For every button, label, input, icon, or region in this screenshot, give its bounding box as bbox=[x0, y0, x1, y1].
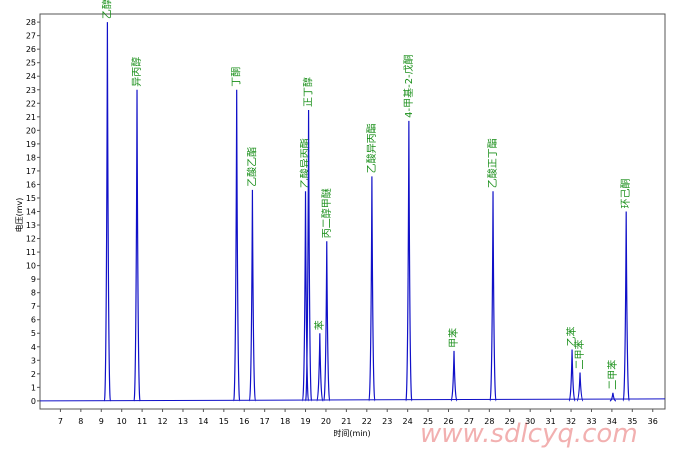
y-tick-label: 18 bbox=[26, 153, 36, 162]
peak-label: 异丙醇 bbox=[130, 57, 143, 87]
y-tick-label: 4 bbox=[31, 343, 36, 352]
x-tick-label: 18 bbox=[280, 417, 290, 426]
x-tick-label: 36 bbox=[648, 417, 658, 426]
y-tick-label: 9 bbox=[31, 275, 36, 284]
peak bbox=[323, 241, 331, 402]
peak-label: 正丁醇 bbox=[302, 77, 315, 107]
x-tick-label: 8 bbox=[78, 417, 83, 426]
y-tick-label: 27 bbox=[26, 32, 36, 41]
y-tick-label: 28 bbox=[26, 18, 36, 27]
y-tick-label: 8 bbox=[31, 289, 36, 298]
y-tick-label: 19 bbox=[26, 140, 36, 149]
y-tick-label: 7 bbox=[31, 302, 36, 311]
y-tick-label: 17 bbox=[26, 167, 36, 176]
x-tick-label: 32 bbox=[566, 417, 576, 426]
x-tick-label: 28 bbox=[484, 417, 494, 426]
x-tick-label: 35 bbox=[627, 417, 637, 426]
x-tick-label: 23 bbox=[382, 417, 392, 426]
x-tick-label: 10 bbox=[117, 417, 127, 426]
peak bbox=[568, 349, 576, 402]
x-tick-label: 11 bbox=[137, 417, 147, 426]
y-tick-label: 2 bbox=[31, 370, 36, 379]
x-tick-label: 29 bbox=[505, 417, 515, 426]
peak bbox=[405, 120, 413, 402]
x-tick-label: 33 bbox=[586, 417, 596, 426]
peak-label: 乙酸异丙酯 bbox=[365, 123, 378, 173]
peak bbox=[304, 110, 313, 402]
x-tick-label: 15 bbox=[219, 417, 229, 426]
peak-label: 乙酸乙酯 bbox=[245, 147, 258, 187]
peak bbox=[133, 89, 141, 402]
y-tick-label: 1 bbox=[31, 383, 36, 392]
x-axis-label: 时间(min) bbox=[333, 428, 370, 438]
x-tick-label: 30 bbox=[525, 417, 535, 426]
x-tick-label: 26 bbox=[443, 417, 453, 426]
peak-label: 乙醇 bbox=[100, 0, 113, 19]
y-tick-label: 5 bbox=[31, 329, 36, 338]
x-tick-label: 7 bbox=[58, 417, 63, 426]
x-tick-label: 24 bbox=[403, 417, 413, 426]
peak bbox=[368, 176, 376, 402]
peak-label: 二甲苯 bbox=[573, 339, 586, 369]
peak bbox=[450, 350, 458, 402]
peak bbox=[489, 191, 497, 402]
peak bbox=[248, 189, 257, 402]
y-tick-label: 13 bbox=[26, 221, 36, 230]
x-tick-label: 16 bbox=[239, 417, 249, 426]
y-tick-label: 10 bbox=[26, 262, 36, 271]
x-tick-label: 20 bbox=[321, 417, 331, 426]
y-tick-label: 20 bbox=[26, 126, 36, 135]
peak-label: 丁酮 bbox=[231, 67, 243, 87]
peak bbox=[622, 211, 630, 402]
y-tick-label: 6 bbox=[31, 316, 36, 325]
peak-label: 丙二醇甲醚 bbox=[320, 188, 333, 238]
x-tick-label: 14 bbox=[198, 417, 208, 426]
baseline bbox=[39, 398, 666, 402]
y-tick-label: 21 bbox=[26, 113, 36, 122]
peak-label: 环己酮 bbox=[620, 179, 632, 209]
peak-label: 4-甲基-2-戊酮 bbox=[402, 54, 415, 118]
peak-label: 甲苯 bbox=[447, 328, 460, 348]
x-tick-label: 31 bbox=[546, 417, 556, 426]
watermark: www.sdlcyq.com bbox=[420, 419, 638, 449]
y-tick-label: 15 bbox=[26, 194, 36, 203]
y-tick-label: 16 bbox=[26, 180, 36, 189]
x-tick-label: 21 bbox=[341, 417, 351, 426]
peak-label: 乙酸异丙酯 bbox=[299, 138, 312, 188]
y-tick-label: 24 bbox=[26, 72, 36, 81]
y-tick-label: 12 bbox=[26, 235, 36, 244]
y-tick-label: 14 bbox=[26, 208, 36, 217]
y-tick-label: 26 bbox=[26, 45, 36, 54]
peak bbox=[609, 392, 617, 402]
y-tick-label: 0 bbox=[31, 397, 36, 406]
peak bbox=[103, 22, 111, 402]
x-tick-label: 22 bbox=[362, 417, 372, 426]
y-tick-label: 25 bbox=[26, 59, 36, 68]
y-tick-label: 11 bbox=[26, 248, 36, 257]
x-tick-label: 13 bbox=[178, 417, 188, 426]
peak-label: 乙苯 bbox=[565, 326, 578, 346]
peak bbox=[576, 372, 584, 402]
x-tick-label: 27 bbox=[464, 417, 474, 426]
x-tick-label: 25 bbox=[423, 417, 433, 426]
peak-label: 苯 bbox=[313, 320, 326, 330]
peak bbox=[233, 89, 241, 402]
peak bbox=[301, 191, 310, 402]
peak bbox=[316, 333, 324, 402]
x-tick-label: 12 bbox=[157, 417, 167, 426]
peak-label: 乙酸正丁酯 bbox=[486, 138, 499, 188]
y-axis-label: 电压(mv) bbox=[14, 198, 24, 233]
x-tick-label: 17 bbox=[260, 417, 270, 426]
peak-label: 二甲苯 bbox=[606, 360, 619, 390]
y-tick-label: 23 bbox=[26, 86, 36, 95]
y-tick-label: 3 bbox=[31, 356, 36, 365]
x-tick-label: 34 bbox=[607, 417, 617, 426]
x-tick-label: 19 bbox=[300, 417, 310, 426]
x-tick-label: 9 bbox=[99, 417, 104, 426]
y-tick-label: 22 bbox=[26, 99, 36, 108]
